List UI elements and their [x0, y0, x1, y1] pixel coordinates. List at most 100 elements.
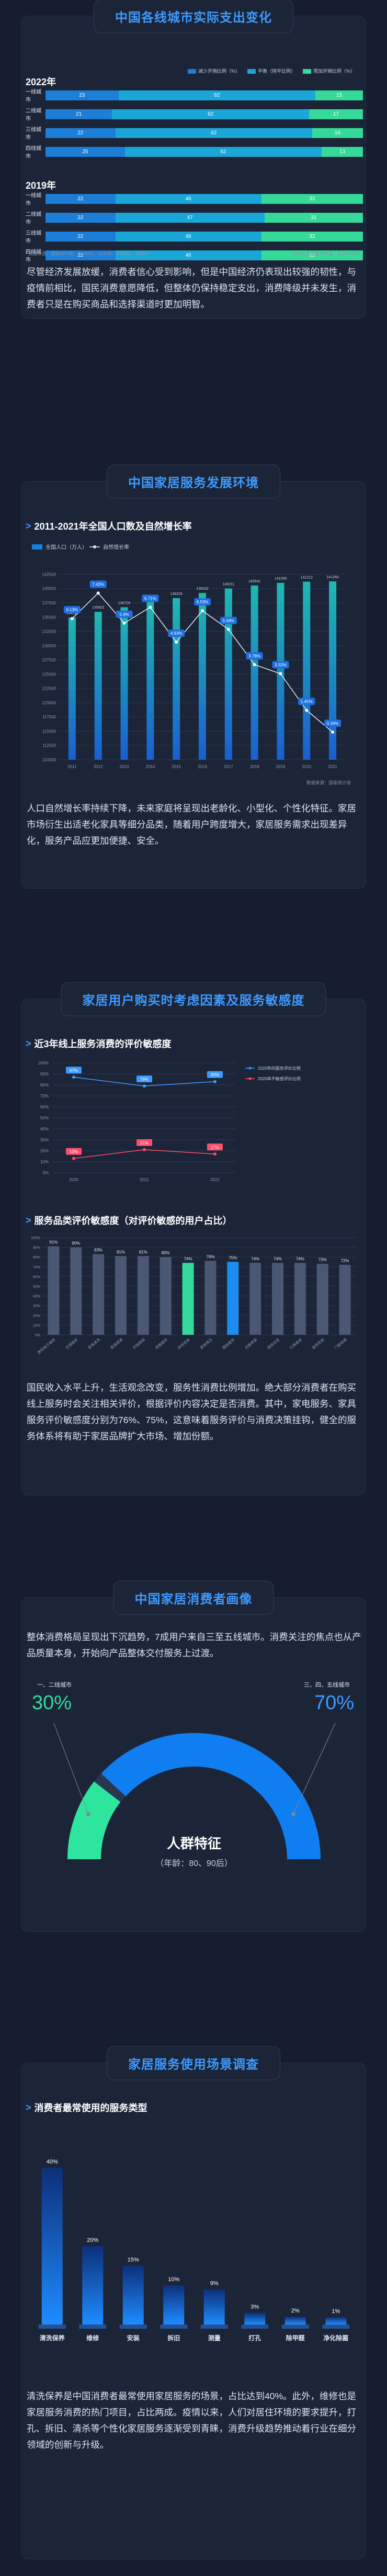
- growth-rate-point: [175, 640, 178, 644]
- y-tick-label: 20%: [40, 1149, 49, 1153]
- bar-value-label: 136726: [118, 601, 130, 605]
- row-label: 二线城市: [26, 108, 41, 122]
- chevron-right-icon: >: [26, 2102, 31, 2113]
- bar-value-label: 74%: [274, 1256, 282, 1261]
- bar-value-label: 40%: [47, 2159, 58, 2165]
- legend-label: 自然增长率: [103, 544, 129, 551]
- bar-value-label: 81%: [117, 1250, 125, 1254]
- bar-segment: 16: [312, 128, 363, 138]
- growth-rate-point: [305, 708, 309, 712]
- y-tick-label: 122500: [42, 686, 56, 691]
- y-tick-label: 120000: [42, 701, 56, 705]
- bar-value-label: 91%: [49, 1240, 58, 1245]
- section-persona-card: 中国家居消费者画像 整体消费格局呈现出下沉趋势，7成用户来自三至五线城市。消费关…: [21, 1581, 366, 1932]
- x-tick-label: 房屋维修: [154, 1337, 168, 1350]
- population-bar: [146, 602, 154, 760]
- source-note: * 数据来源：国家统计局，N=2022，2022年，2019年，北京市: [26, 251, 149, 256]
- bar-segment: 15: [315, 90, 363, 100]
- point-label-bg: [207, 1071, 223, 1078]
- bar-base: [241, 2325, 269, 2329]
- y-tick-label: 10%: [40, 1160, 49, 1164]
- stacked-bar: 22 47 31: [45, 212, 363, 223]
- chart-subtitle: >2011-2021年全国人口数及自然增长率: [26, 520, 192, 532]
- y-tick-label: 80%: [40, 1083, 49, 1087]
- series-point: [143, 1084, 146, 1088]
- row-label: 三线城市: [26, 127, 41, 141]
- population-bar: [199, 593, 206, 760]
- bar-value-label: 134916: [66, 612, 78, 615]
- y-tick-label: 20%: [33, 1314, 40, 1318]
- right-badge-label: 三、四、五线城市: [304, 1682, 350, 1688]
- population-bar: [120, 607, 128, 760]
- row-label: 二线城市: [26, 212, 41, 225]
- stacked-bar-row: 二线城市 22 47 31: [26, 212, 363, 225]
- growth-rate-point: [96, 591, 100, 595]
- right-pointer: [293, 1723, 336, 1815]
- bar-segment: 22: [45, 212, 116, 223]
- population-chart: 全国人口（万人） 自然增长率 110000 112500 115000 117500 120…: [32, 544, 346, 769]
- stacked-bar-row: 四线城市 22 46 32: [26, 249, 363, 263]
- x-tick-label: 2012: [94, 764, 103, 769]
- series-point: [143, 1148, 146, 1151]
- series-point: [213, 1152, 217, 1156]
- point-label-bg: [66, 1067, 82, 1074]
- bar-segment: 62: [115, 128, 312, 138]
- x-tick-label: 净化除菌: [323, 2334, 348, 2342]
- growth-rate-point: [253, 663, 256, 667]
- bar-value-label: 75%: [229, 1256, 237, 1261]
- service-bar: [325, 2317, 347, 2325]
- row-label: 四线城市: [26, 146, 41, 159]
- bar-value-label: 9%: [210, 2281, 219, 2287]
- bar-segment: 62: [112, 109, 309, 119]
- point-label: 79%: [140, 1077, 149, 1082]
- left-pointer-dot: [86, 1812, 90, 1816]
- category-bar: [272, 1263, 283, 1335]
- category-bar: [204, 1261, 217, 1335]
- ring-segment-left: [67, 1781, 121, 1860]
- x-tick-label: 数码电子维修: [37, 1337, 56, 1355]
- x-tick-label: 安装: [127, 2334, 140, 2342]
- y-tick-label: 137500: [42, 601, 56, 605]
- y-tick-label: 80%: [33, 1256, 40, 1260]
- y-tick-label: 50%: [40, 1116, 49, 1120]
- growth-rate-point: [122, 621, 126, 625]
- bar-value-label: 74%: [251, 1256, 259, 1261]
- x-tick-label: 维修: [86, 2334, 99, 2342]
- bar-base: [200, 2325, 228, 2329]
- bar-segment: 62: [124, 146, 322, 157]
- trait-title: 人群特征: [166, 1836, 221, 1851]
- stacked-bar-row: 一线城市 23 62 15: [26, 89, 363, 103]
- category-bar: [316, 1264, 328, 1335]
- rate-label: 6.53%: [197, 600, 209, 604]
- section-title: 中国家居消费者画像: [113, 1581, 274, 1615]
- bar-base: [281, 2325, 309, 2329]
- y-tick-label: 125000: [42, 672, 56, 677]
- x-tick-label: 月嫂育婴: [244, 1337, 258, 1350]
- rate-label: 1.45%: [301, 700, 313, 704]
- point-label: 83%: [211, 1073, 219, 1078]
- category-bar: [48, 1246, 60, 1335]
- bar-segment: 13: [322, 146, 363, 157]
- x-tick-label: 2018: [250, 764, 259, 769]
- chart-legend: 减少开销比例（%） 平衡（持平比例） 增加开销比例（%）: [187, 67, 355, 74]
- section-text: 尽管经济发展放缓，消费者信心受到影响，但是中国经济仍表现出较强的韧性，与疫情前相…: [27, 267, 356, 310]
- chart-subtitle: > 消费者最常使用的服务类型: [26, 2102, 147, 2114]
- section-spending-card: 中国各线城市实际支出变化 减少开销比例（%） 平衡（持平比例） 增加开销比例（%…: [21, 0, 366, 319]
- bar-segment: 47: [115, 212, 265, 223]
- service-bar: [163, 2285, 185, 2325]
- left-pointer: [53, 1723, 89, 1815]
- rate-label: 3.32%: [275, 663, 287, 668]
- bar-segment: 46: [115, 231, 261, 242]
- population-bar: [303, 581, 311, 760]
- copyright-note: ©2022 中国统计年鉴 · 家居研究院: [292, 251, 359, 256]
- stacked-bar: 21 62 17: [45, 109, 363, 119]
- y-tick-label: 140000: [42, 587, 56, 591]
- bar-segment: 21: [45, 109, 112, 119]
- x-tick-label: 2011: [67, 764, 77, 769]
- year-label-2022: 2022年: [26, 77, 56, 87]
- bar-value-label: 80%: [162, 1251, 170, 1255]
- y-tick-label: 40%: [40, 1127, 49, 1131]
- y-tick-label: 70%: [33, 1266, 40, 1269]
- rate-label: 3.78%: [248, 654, 260, 658]
- section-title: 中国家居服务发展环境: [107, 464, 280, 499]
